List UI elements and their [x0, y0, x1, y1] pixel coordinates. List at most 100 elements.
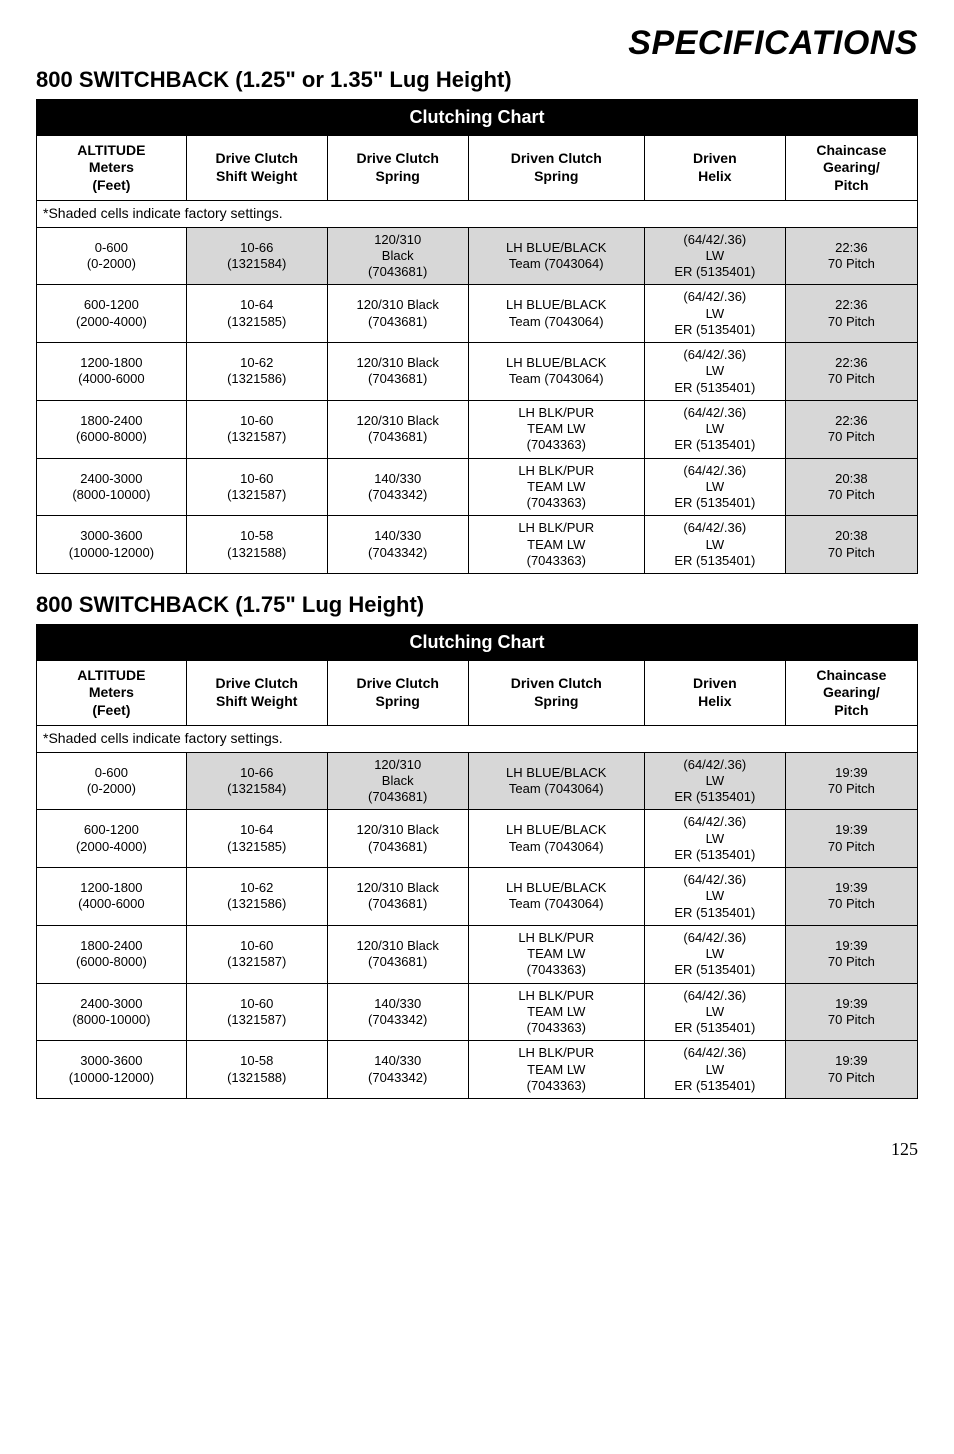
- column-header: Driven ClutchSpring: [468, 135, 644, 201]
- section-block: 800 SWITCHBACK (1.75" Lug Height) Clutchi…: [36, 592, 918, 1099]
- table-row: 1200-1800(4000-600010-62(1321586)120/310…: [37, 343, 918, 401]
- table-cell: 1800-2400(6000-8000): [37, 400, 187, 458]
- table-cell: 140/330(7043342): [327, 516, 468, 574]
- table-cell: 1200-1800(4000-6000: [37, 343, 187, 401]
- table-cell: 1200-1800(4000-6000: [37, 868, 187, 926]
- table-cell: 10-60(1321587): [186, 458, 327, 516]
- table-cell: (64/42/.36)LWER (5135401): [644, 983, 785, 1041]
- table-cell: 0-600(0-2000): [37, 227, 187, 285]
- table-cell: LH BLK/PURTEAM LW(7043363): [468, 400, 644, 458]
- table-cell: (64/42/.36)LWER (5135401): [644, 1041, 785, 1099]
- table-cell: LH BLUE/BLACKTeam (7043064): [468, 285, 644, 343]
- table-cell: (64/42/.36)LWER (5135401): [644, 868, 785, 926]
- table-cell: (64/42/.36)LWER (5135401): [644, 516, 785, 574]
- column-header: ALTITUDEMeters(Feet): [37, 660, 187, 726]
- table-cell: (64/42/.36)LWER (5135401): [644, 400, 785, 458]
- table-cell: 19:3970 Pitch: [785, 925, 917, 983]
- table-cell: 19:3970 Pitch: [785, 983, 917, 1041]
- column-header: ChaincaseGearing/Pitch: [785, 135, 917, 201]
- table-cell: 20:3870 Pitch: [785, 516, 917, 574]
- table-cell: LH BLUE/BLACKTeam (7043064): [468, 227, 644, 285]
- table-cell: 22:3670 Pitch: [785, 400, 917, 458]
- table-cell: LH BLK/PURTEAM LW(7043363): [468, 1041, 644, 1099]
- table-row: 3000-3600(10000-12000)10-58(1321588)140/…: [37, 1041, 918, 1099]
- table-cell: 140/330(7043342): [327, 458, 468, 516]
- table-cell: 22:3670 Pitch: [785, 343, 917, 401]
- table-cell: (64/42/.36)LWER (5135401): [644, 458, 785, 516]
- column-header: ALTITUDEMeters(Feet): [37, 135, 187, 201]
- clutching-table: Clutching ChartALTITUDEMeters(Feet)Drive…: [36, 99, 918, 574]
- table-cell: 3000-3600(10000-12000): [37, 516, 187, 574]
- column-header: Drive ClutchSpring: [327, 660, 468, 726]
- sections-container: 800 SWITCHBACK (1.25" or 1.35" Lug Heigh…: [36, 67, 918, 1099]
- table-row: 600-1200(2000-4000)10-64(1321585)120/310…: [37, 285, 918, 343]
- table-cell: (64/42/.36)LWER (5135401): [644, 810, 785, 868]
- table-cell: (64/42/.36)LWER (5135401): [644, 752, 785, 810]
- table-cell: 1800-2400(6000-8000): [37, 925, 187, 983]
- table-cell: 3000-3600(10000-12000): [37, 1041, 187, 1099]
- table-cell: 19:3970 Pitch: [785, 810, 917, 868]
- table-cell: LH BLUE/BLACKTeam (7043064): [468, 810, 644, 868]
- table-cell: LH BLK/PURTEAM LW(7043363): [468, 983, 644, 1041]
- table-cell: 10-58(1321588): [186, 516, 327, 574]
- table-row: 2400-3000(8000-10000)10-60(1321587)140/3…: [37, 983, 918, 1041]
- column-header: Drive ClutchShift Weight: [186, 135, 327, 201]
- table-cell: 10-64(1321585): [186, 810, 327, 868]
- table-row: 0-600(0-2000)10-66(1321584)120/310Black(…: [37, 227, 918, 285]
- table-cell: 120/310 Black(7043681): [327, 868, 468, 926]
- table-cell: 10-58(1321588): [186, 1041, 327, 1099]
- table-cell: (64/42/.36)LWER (5135401): [644, 285, 785, 343]
- column-header: DrivenHelix: [644, 135, 785, 201]
- table-cell: LH BLUE/BLACKTeam (7043064): [468, 343, 644, 401]
- column-header: DrivenHelix: [644, 660, 785, 726]
- table-cell: 600-1200(2000-4000): [37, 810, 187, 868]
- table-cell: 2400-3000(8000-10000): [37, 458, 187, 516]
- table-cell: LH BLK/PURTEAM LW(7043363): [468, 516, 644, 574]
- table-cell: 2400-3000(8000-10000): [37, 983, 187, 1041]
- table-cell: 120/310Black(7043681): [327, 227, 468, 285]
- table-cell: LH BLUE/BLACKTeam (7043064): [468, 752, 644, 810]
- table-cell: 120/310 Black(7043681): [327, 400, 468, 458]
- table-cell: 19:3970 Pitch: [785, 1041, 917, 1099]
- table-cell: 20:3870 Pitch: [785, 458, 917, 516]
- table-cell: 10-66(1321584): [186, 752, 327, 810]
- shaded-note: *Shaded cells indicate factory settings.: [37, 201, 918, 228]
- table-cell: 19:3970 Pitch: [785, 752, 917, 810]
- table-row: 1800-2400(6000-8000)10-60(1321587)120/31…: [37, 925, 918, 983]
- table-cell: 10-64(1321585): [186, 285, 327, 343]
- table-row: 2400-3000(8000-10000)10-60(1321587)140/3…: [37, 458, 918, 516]
- table-cell: 22:3670 Pitch: [785, 285, 917, 343]
- table-row: 0-600(0-2000)10-66(1321584)120/310Black(…: [37, 752, 918, 810]
- table-cell: 10-60(1321587): [186, 925, 327, 983]
- column-header: Drive ClutchSpring: [327, 135, 468, 201]
- page-number: 125: [36, 1139, 918, 1160]
- column-header: Drive ClutchShift Weight: [186, 660, 327, 726]
- table-cell: 120/310 Black(7043681): [327, 285, 468, 343]
- shaded-note: *Shaded cells indicate factory settings.: [37, 726, 918, 753]
- chart-title: Clutching Chart: [37, 100, 918, 136]
- section-heading: 800 SWITCHBACK (1.75" Lug Height): [36, 592, 918, 618]
- table-cell: 140/330(7043342): [327, 1041, 468, 1099]
- chart-title: Clutching Chart: [37, 625, 918, 661]
- table-cell: 19:3970 Pitch: [785, 868, 917, 926]
- table-cell: 120/310Black(7043681): [327, 752, 468, 810]
- column-header: Driven ClutchSpring: [468, 660, 644, 726]
- table-cell: 0-600(0-2000): [37, 752, 187, 810]
- column-header: ChaincaseGearing/Pitch: [785, 660, 917, 726]
- table-cell: 120/310 Black(7043681): [327, 810, 468, 868]
- section-heading: 800 SWITCHBACK (1.25" or 1.35" Lug Heigh…: [36, 67, 918, 93]
- table-row: 1800-2400(6000-8000)10-60(1321587)120/31…: [37, 400, 918, 458]
- table-cell: 600-1200(2000-4000): [37, 285, 187, 343]
- table-cell: 120/310 Black(7043681): [327, 343, 468, 401]
- page-title: SPECIFICATIONS: [36, 24, 918, 63]
- table-cell: (64/42/.36)LWER (5135401): [644, 925, 785, 983]
- table-cell: (64/42/.36)LWER (5135401): [644, 227, 785, 285]
- table-cell: 120/310 Black(7043681): [327, 925, 468, 983]
- table-cell: 10-62(1321586): [186, 343, 327, 401]
- table-cell: 10-60(1321587): [186, 400, 327, 458]
- table-cell: LH BLK/PURTEAM LW(7043363): [468, 925, 644, 983]
- table-cell: (64/42/.36)LWER (5135401): [644, 343, 785, 401]
- table-row: 600-1200(2000-4000)10-64(1321585)120/310…: [37, 810, 918, 868]
- table-cell: 10-62(1321586): [186, 868, 327, 926]
- table-cell: 10-66(1321584): [186, 227, 327, 285]
